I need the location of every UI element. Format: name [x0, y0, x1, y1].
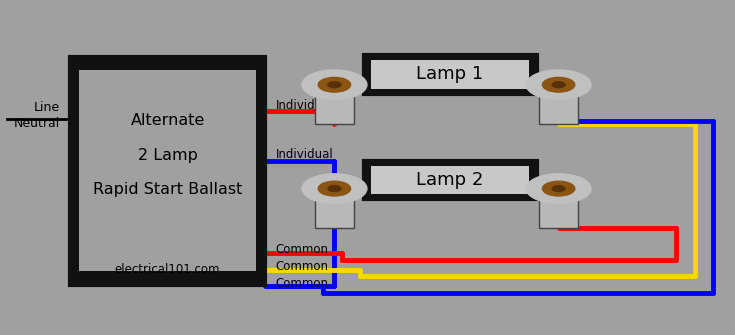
Circle shape — [318, 181, 351, 196]
Text: 2 Lamp: 2 Lamp — [137, 148, 198, 163]
FancyBboxPatch shape — [70, 57, 265, 285]
Text: Lamp 1: Lamp 1 — [416, 65, 484, 83]
Text: Lamp 2: Lamp 2 — [416, 171, 484, 189]
Text: Neutral: Neutral — [14, 118, 60, 130]
Circle shape — [318, 77, 351, 92]
FancyBboxPatch shape — [364, 55, 537, 94]
Text: Individual: Individual — [276, 99, 334, 112]
Circle shape — [328, 82, 341, 88]
Circle shape — [552, 186, 565, 192]
Text: Common: Common — [276, 243, 329, 256]
Circle shape — [542, 77, 575, 92]
Circle shape — [552, 82, 565, 88]
Text: Alternate: Alternate — [130, 113, 205, 128]
Text: Individual: Individual — [276, 148, 334, 161]
FancyBboxPatch shape — [371, 60, 529, 89]
FancyBboxPatch shape — [315, 90, 354, 124]
FancyBboxPatch shape — [364, 161, 537, 199]
FancyBboxPatch shape — [371, 166, 529, 194]
FancyBboxPatch shape — [539, 194, 578, 228]
Circle shape — [328, 186, 341, 192]
Circle shape — [526, 70, 591, 99]
Text: electrical101.com: electrical101.com — [115, 263, 220, 276]
Text: Line: Line — [34, 101, 60, 114]
Text: Common: Common — [276, 260, 329, 273]
Circle shape — [526, 174, 591, 203]
FancyBboxPatch shape — [79, 70, 256, 271]
FancyBboxPatch shape — [539, 90, 578, 124]
Text: Rapid Start Ballast: Rapid Start Ballast — [93, 182, 243, 197]
Text: Common: Common — [276, 277, 329, 290]
Circle shape — [302, 70, 367, 99]
FancyBboxPatch shape — [315, 194, 354, 228]
Circle shape — [542, 181, 575, 196]
Circle shape — [302, 174, 367, 203]
